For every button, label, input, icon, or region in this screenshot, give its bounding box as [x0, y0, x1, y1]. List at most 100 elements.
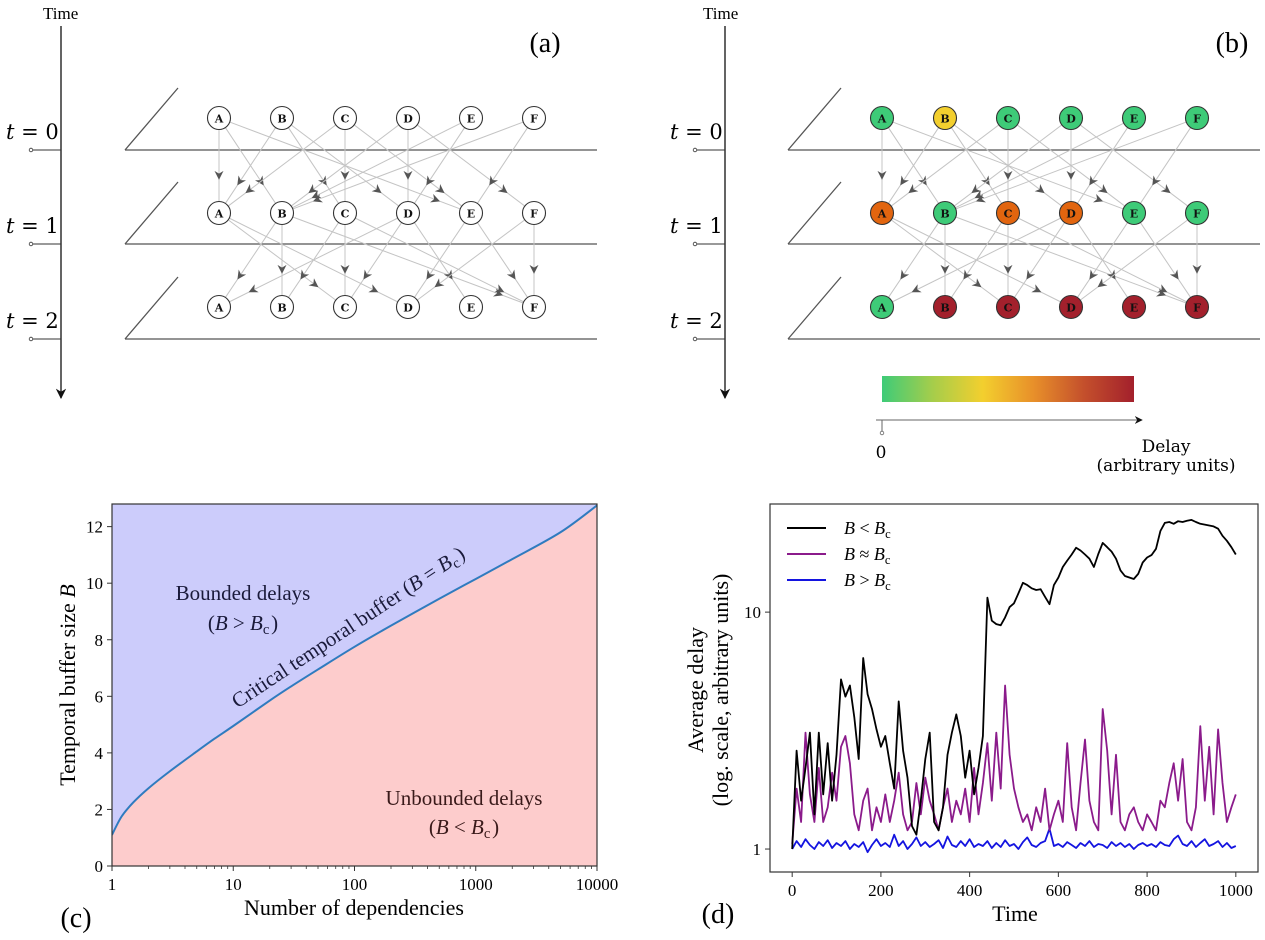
node-label: B	[940, 302, 949, 315]
node-c-t2: C	[332, 294, 358, 320]
node-circle	[332, 294, 358, 320]
node-c-t1: C	[995, 200, 1021, 226]
panel-d-chart: 0 200 400 600 800 1000 1 10 B < Bc B ≈ Bc B > …	[683, 503, 1259, 930]
node-c-t0: C	[332, 105, 358, 131]
y-tick-label: 10	[86, 574, 103, 593]
dependency-edge	[1013, 222, 1066, 298]
time-tick-dot	[692, 147, 698, 153]
node-circle	[521, 294, 547, 320]
dependency-edge	[350, 222, 403, 298]
dependency-arrowhead	[1031, 284, 1042, 293]
node-circle	[1058, 105, 1084, 131]
layer-plane-edge	[787, 181, 842, 245]
legend: B < Bc B ≈ Bc B > Bc	[787, 518, 892, 593]
x-tick-label: 1000	[1219, 881, 1253, 900]
time-tick-dot	[28, 336, 34, 342]
time-tick-dot	[692, 241, 698, 247]
node-label: D	[403, 302, 413, 315]
node-label: C	[1004, 208, 1013, 221]
dependency-arrowhead	[1152, 175, 1162, 186]
time-tick-dot	[692, 336, 698, 342]
node-label: A	[214, 113, 224, 126]
node-circle	[1184, 105, 1210, 131]
panel-b-diagram: Time (b) t = 0 t = 1 t = 2 A B C D E F A B C D E F A B C…	[670, 4, 1260, 476]
node-circle	[521, 200, 547, 226]
node-circle	[869, 105, 895, 131]
node-c-t1: C	[332, 200, 358, 226]
node-circle	[206, 200, 232, 226]
node-label: B	[277, 113, 286, 126]
node-e-t2: E	[458, 294, 484, 320]
node-circle	[932, 200, 958, 226]
node-f-t1: F	[1184, 200, 1210, 226]
legend-entry: B < Bc	[787, 518, 892, 541]
plot-background	[770, 504, 1258, 872]
dependency-arrowhead	[1089, 269, 1099, 280]
dependency-arrowhead	[917, 175, 927, 186]
node-label: E	[1130, 302, 1138, 315]
y-tick-label: 2	[95, 800, 104, 819]
node-label: C	[1004, 302, 1013, 315]
dependency-edge	[476, 127, 529, 204]
time-tick-dot	[28, 241, 34, 247]
node-label: F	[1193, 113, 1201, 126]
plot-frame	[769, 503, 1259, 873]
dependency-arrowhead	[363, 269, 373, 280]
node-label: F	[1193, 208, 1201, 221]
y-tick-label: 8	[95, 631, 104, 650]
node-circle	[395, 294, 421, 320]
node-circle	[1121, 294, 1147, 320]
dependency-edge	[476, 222, 529, 298]
x-tick-label: 600	[1046, 881, 1072, 900]
node-circle	[1184, 294, 1210, 320]
node-b-t1: B	[932, 200, 958, 226]
x-tick-label: 400	[957, 881, 983, 900]
node-circle	[458, 200, 484, 226]
dependency-arrowhead	[900, 175, 910, 186]
node-f-t2: F	[1184, 294, 1210, 320]
legend-label: B < Bc	[844, 518, 892, 541]
dependency-arrowhead	[254, 175, 264, 186]
y-tick-label: 1	[753, 840, 762, 859]
node-label: F	[530, 302, 538, 315]
node-circle	[1058, 200, 1084, 226]
y-tick-label: 12	[86, 518, 103, 537]
node-f-t0: F	[521, 105, 547, 131]
time-step-label: t = 1	[670, 214, 723, 238]
dependency-edge	[224, 127, 277, 204]
node-c-t0: C	[995, 105, 1021, 131]
time-step-label: t = 2	[670, 309, 723, 333]
node-label: B	[940, 113, 949, 126]
time-tick-dot	[28, 147, 34, 153]
node-circle	[269, 200, 295, 226]
node-circle	[995, 105, 1021, 131]
x-tick-label: 0	[788, 881, 797, 900]
dependency-edge	[224, 222, 277, 298]
node-d-t0: D	[395, 105, 421, 131]
y-tick-label: 4	[95, 744, 104, 763]
node-circle	[1058, 294, 1084, 320]
node-e-t0: E	[1121, 105, 1147, 131]
dependency-edge	[955, 121, 1187, 210]
node-label: C	[341, 302, 350, 315]
node-circle	[869, 294, 895, 320]
node-label: A	[877, 113, 887, 126]
node-circle	[1184, 200, 1210, 226]
y-axis-label: Temporal buffer size B	[55, 584, 80, 785]
node-e-t0: E	[458, 105, 484, 131]
node-label: E	[467, 113, 475, 126]
legend-label: B ≈ Bc	[844, 544, 892, 567]
unbounded-region	[112, 505, 597, 866]
node-d-t2: D	[395, 294, 421, 320]
node-b-t2: B	[269, 294, 295, 320]
node-label: F	[1193, 302, 1201, 315]
x-tick-label: 200	[868, 881, 894, 900]
node-a-t2: A	[869, 294, 895, 320]
panel-label-c: (c)	[60, 903, 91, 934]
node-e-t2: E	[1121, 294, 1147, 320]
node-circle	[995, 294, 1021, 320]
legend-entry: B > Bc	[787, 570, 891, 593]
node-label: A	[214, 208, 224, 221]
dependency-edge	[955, 216, 1187, 304]
